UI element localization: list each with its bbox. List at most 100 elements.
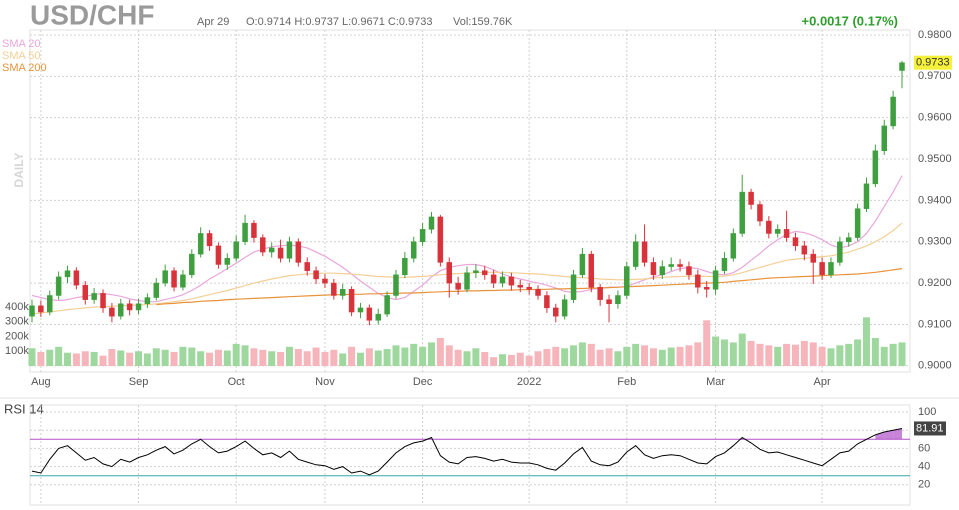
candle-body (224, 258, 231, 265)
volume-bar (534, 351, 542, 366)
volume-bar (605, 348, 613, 366)
volume-bar (658, 349, 666, 366)
volume-bar (37, 351, 45, 366)
candle-body (695, 274, 701, 288)
candle-body (597, 286, 603, 300)
volume-bar (685, 345, 693, 366)
candle-body (774, 229, 781, 234)
volume-bar (161, 349, 169, 366)
volume-bar (791, 344, 799, 366)
candle-body (739, 191, 745, 234)
x-tick-label: 2022 (517, 376, 541, 388)
volume-bar (427, 342, 435, 366)
volume-bar (649, 348, 657, 366)
candle-body (331, 282, 337, 296)
candle-body (686, 266, 692, 276)
candle-body (268, 247, 275, 253)
volume-bar (143, 353, 151, 366)
candle-body (464, 272, 470, 290)
volume-bar (223, 350, 231, 366)
candle-body (872, 150, 879, 185)
candle-body (615, 295, 621, 305)
y-tick-label: 0.9300 (918, 236, 952, 248)
volume-bar (827, 348, 835, 366)
candle-body (473, 270, 479, 273)
volume-bar (383, 349, 391, 366)
candle-body (109, 307, 115, 317)
volume-bar (28, 348, 36, 366)
volume-bar (348, 346, 356, 366)
candle-body (206, 233, 213, 247)
volume-bar (99, 355, 107, 366)
y-tick-label: 40 (918, 461, 930, 473)
volume-bar (862, 317, 870, 366)
x-tick-label: Mar (706, 376, 725, 388)
rsi-tag-bg (914, 421, 946, 436)
volume-bar (419, 346, 427, 366)
x-tick-label: Aug (31, 376, 51, 388)
candle-body (384, 295, 390, 315)
change: +0.0017 (0.17%) (802, 13, 898, 28)
volume-bar (774, 346, 782, 366)
volume-bar (214, 349, 222, 366)
volume-bar (543, 349, 551, 366)
candle-body (339, 289, 346, 296)
volume-bar (889, 343, 897, 366)
x-tick-label: Feb (617, 376, 636, 388)
rsi-line (31, 428, 903, 476)
candle-body (410, 241, 417, 259)
candle-body (712, 270, 719, 290)
candle-body (47, 295, 53, 313)
candle-body (322, 278, 328, 284)
volume-bar (729, 342, 737, 366)
candle-body (64, 270, 71, 278)
candle-body (632, 241, 639, 267)
price-tag: 0.9733 (916, 57, 950, 69)
candle-body (730, 233, 737, 259)
candle-body (348, 289, 355, 313)
candle-body (313, 270, 319, 280)
overbought-fill (893, 428, 902, 440)
candle-body (757, 204, 763, 222)
candle-body (668, 264, 674, 267)
candle-body (854, 208, 861, 238)
title: USD/CHF (30, 0, 154, 30)
volume-bar (880, 346, 888, 366)
volume-bar (587, 343, 595, 366)
candle-body (144, 297, 151, 305)
overbought-fill (884, 430, 894, 440)
volume-bar (117, 350, 125, 366)
y-tick-label: 0.9500 (918, 153, 952, 165)
volume-text: Vol:159.76K (453, 16, 513, 28)
volume-bar (809, 342, 817, 366)
candle-body (38, 305, 44, 313)
candle-body (91, 293, 97, 300)
candle-body (233, 241, 239, 259)
volume-bar (516, 352, 524, 366)
volume-bar (561, 348, 569, 366)
volume-bar (871, 337, 879, 366)
candle-body (606, 299, 612, 305)
price-tag-bg (914, 55, 952, 70)
volume-bar (152, 348, 160, 366)
volume-bar (836, 345, 844, 366)
x-tick-label: Apr (814, 376, 831, 388)
volume-bar (747, 340, 755, 366)
volume-bar (614, 351, 622, 366)
volume-bar (898, 342, 906, 366)
candle-body (366, 307, 373, 321)
candle-body (180, 274, 186, 288)
x-tick-label: Dec (413, 376, 433, 388)
volume-bar (312, 347, 320, 366)
candle-body (428, 216, 435, 230)
candle-body (162, 270, 168, 284)
date: Apr 29 (197, 16, 229, 28)
volume-bar (623, 346, 631, 366)
candle-body (837, 241, 843, 263)
candle-body (766, 220, 772, 234)
candle-body (721, 258, 728, 271)
volume-bar (410, 343, 418, 366)
candle-body (171, 270, 177, 288)
candle-body (446, 262, 452, 284)
candle-body (845, 237, 852, 242)
